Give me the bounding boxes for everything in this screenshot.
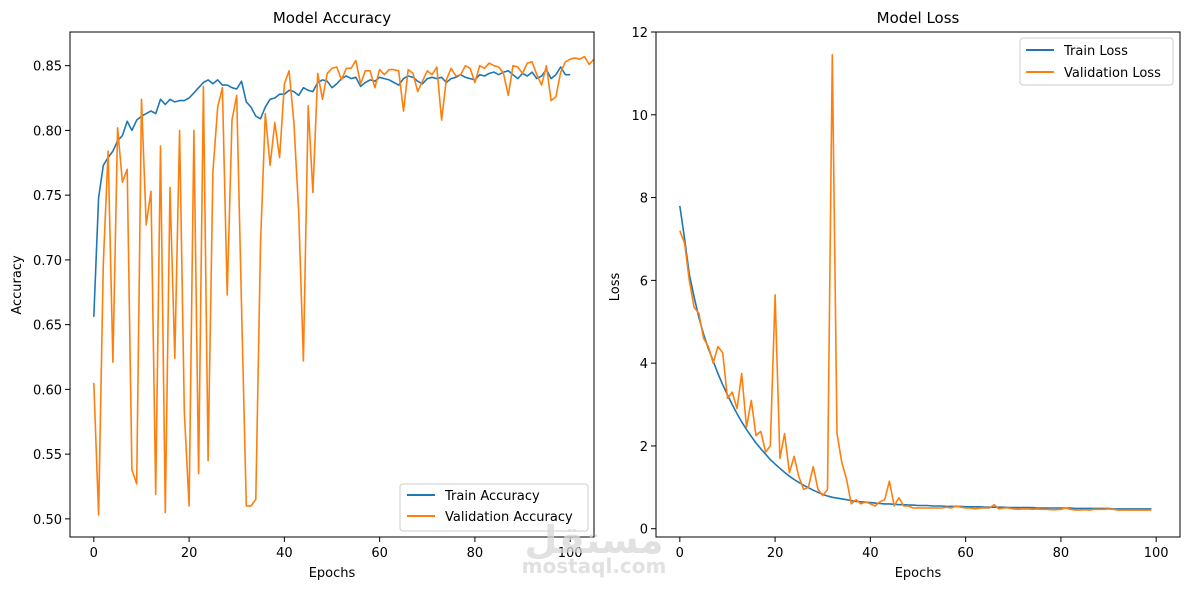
loss-legend: Train Loss Validation Loss [1019,37,1174,86]
accuracy-legend: Train Accuracy Validation Accuracy [399,483,589,532]
loss-y-tick-label: 4 [640,357,648,372]
legend-label-train-accuracy: Train Accuracy [444,489,540,504]
loss-x-tick-label: 40 [862,546,879,561]
loss-plot-frame [655,31,1181,538]
accuracy-y-tick-label: 0.70 [33,254,62,269]
accuracy-chart: Model Accuracy 0 20 40 60 80 100 0.50 0.55 0.60… [10,9,595,581]
loss-x-axis-label: Epochs [895,566,942,581]
loss-y-axis-label: Loss [608,273,623,302]
accuracy-chart-title: Model Accuracy [273,9,391,27]
loss-chart: Model Loss 0 20 40 60 80 100 0 2 4 6 8 10 12 Epochs… [608,9,1181,581]
accuracy-x-axis-label: Epochs [309,566,356,581]
accuracy-y-ticks: 0.50 0.55 0.60 0.65 0.70 0.75 0.80 0.85 [33,60,70,528]
loss-y-tick-label: 12 [631,26,648,41]
loss-legend-box [1019,37,1174,86]
accuracy-x-tick-label: 100 [558,546,583,561]
loss-x-tick-label: 100 [1144,546,1169,561]
legend-label-validation-loss: Validation Loss [1064,66,1161,81]
accuracy-y-tick-label: 0.60 [33,383,62,398]
loss-x-ticks: 0 20 40 60 80 100 [676,537,1169,561]
accuracy-x-tick-label: 80 [467,546,484,561]
accuracy-x-ticks: 0 20 40 60 80 100 [90,537,583,561]
accuracy-x-tick-label: 40 [276,546,293,561]
loss-y-tick-label: 2 [640,440,648,455]
watermark-arabic-text: مستقل [525,518,664,562]
accuracy-y-axis-label: Accuracy [10,255,25,315]
series-line-train-loss [679,205,1152,510]
accuracy-x-tick-label: 0 [90,546,98,561]
loss-chart-title: Model Loss [877,9,960,27]
loss-x-tick-label: 60 [957,546,974,561]
loss-y-ticks: 0 2 4 6 8 10 12 [631,26,656,538]
loss-x-tick-label: 80 [1053,546,1070,561]
legend-label-validation-accuracy: Validation Accuracy [445,510,573,525]
watermark-latin-text: mostaql.com [522,554,667,578]
loss-x-tick-label: 0 [676,546,684,561]
loss-y-tick-label: 10 [631,109,648,124]
loss-y-tick-label: 0 [640,523,648,538]
accuracy-y-tick-label: 0.50 [33,513,62,528]
accuracy-y-tick-label: 0.75 [33,189,62,204]
loss-y-tick-label: 6 [640,274,648,289]
accuracy-series-lines [93,55,595,516]
loss-series-lines [679,53,1152,511]
series-line-validation-accuracy [93,55,595,516]
accuracy-y-tick-label: 0.65 [33,319,62,334]
accuracy-x-tick-label: 60 [371,546,388,561]
accuracy-legend-box [399,483,589,532]
watermark: مستقل mostaql.com [522,518,667,578]
accuracy-y-tick-label: 0.80 [33,124,62,139]
loss-x-tick-label: 20 [767,546,784,561]
accuracy-x-tick-label: 20 [181,546,198,561]
loss-y-tick-label: 8 [640,192,648,207]
series-line-train-accuracy [93,66,571,317]
series-line-validation-loss [679,53,1152,511]
accuracy-y-tick-label: 0.55 [33,448,62,463]
accuracy-y-tick-label: 0.85 [33,60,62,75]
legend-label-train-loss: Train Loss [1063,44,1128,59]
accuracy-plot-frame [69,31,595,538]
